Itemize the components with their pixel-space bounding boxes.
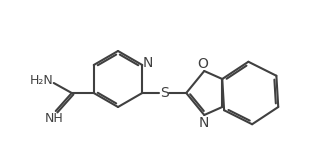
Text: NH: NH — [44, 111, 63, 125]
Text: N: N — [143, 56, 153, 70]
Text: O: O — [197, 57, 208, 71]
Text: S: S — [160, 86, 169, 100]
Text: H₂N: H₂N — [30, 74, 54, 87]
Text: N: N — [199, 116, 210, 130]
